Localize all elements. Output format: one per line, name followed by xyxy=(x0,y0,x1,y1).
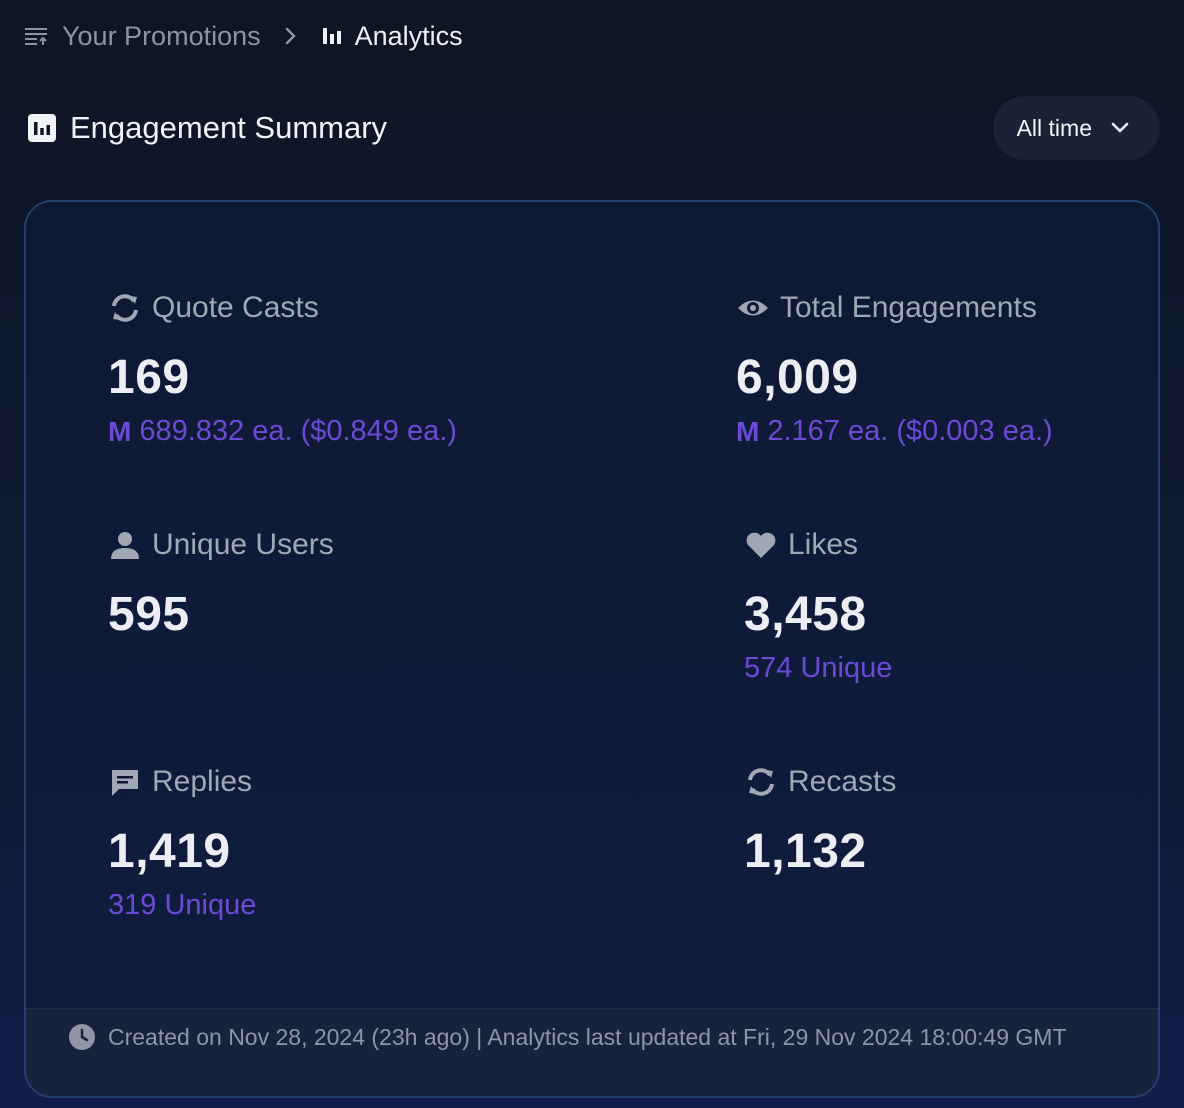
eye-icon xyxy=(736,291,770,325)
heart-icon xyxy=(744,528,778,562)
breadcrumb-current-label: Analytics xyxy=(354,20,463,51)
section-title: Engagement Summary xyxy=(28,110,387,146)
stat-replies: Replies 1,419 319 Unique xyxy=(108,762,256,922)
breadcrumb-your-promotions[interactable]: Your Promotions xyxy=(24,21,261,52)
token-icon: M xyxy=(736,415,760,447)
stat-label: Recasts xyxy=(788,765,897,798)
chevron-down-icon xyxy=(1110,121,1130,135)
list-icon xyxy=(24,25,50,47)
breadcrumb: Your Promotions Analytics xyxy=(24,16,463,56)
stat-likes: Likes 3,458 574 Unique xyxy=(744,525,892,685)
footer-timestamp: Created on Nov 28, 2024 (23h ago) | Anal… xyxy=(108,1024,1067,1050)
chevron-right-icon xyxy=(283,24,299,48)
stat-unique: 574 Unique xyxy=(744,652,893,684)
stat-label: Replies xyxy=(152,765,253,798)
stat-recasts: Recasts 1,132 xyxy=(744,762,896,879)
section-header: Engagement Summary All time xyxy=(28,96,1160,160)
breadcrumb-parent-label: Your Promotions xyxy=(62,20,261,51)
stat-value: 1,419 xyxy=(108,825,231,878)
stat-value: 1,132 xyxy=(744,825,867,878)
section-title-text: Engagement Summary xyxy=(70,110,388,145)
time-range-value: All time xyxy=(1016,114,1092,141)
stat-label: Total Engagements xyxy=(780,291,1037,324)
stat-cost: 689.832 ea. ($0.849 ea.) xyxy=(139,415,457,447)
stat-label: Unique Users xyxy=(152,528,334,561)
time-range-select[interactable]: All time xyxy=(992,96,1160,160)
chat-bubble-icon xyxy=(108,765,142,799)
stat-value: 6,009 xyxy=(736,351,859,404)
refresh-icon xyxy=(744,765,778,799)
stat-value: 169 xyxy=(108,351,190,404)
chart-box-icon xyxy=(28,114,56,142)
stat-label: Likes xyxy=(788,528,859,561)
stat-value: 595 xyxy=(108,588,190,641)
person-icon xyxy=(108,528,142,562)
refresh-icon xyxy=(108,291,142,325)
stat-cost: 2.167 ea. ($0.003 ea.) xyxy=(767,415,1053,447)
stat-unique-users: Unique Users 595 xyxy=(108,525,334,642)
stat-value: 3,458 xyxy=(744,588,867,641)
token-icon: M xyxy=(108,415,132,447)
breadcrumb-analytics: Analytics xyxy=(321,21,463,52)
engagement-summary-card: Quote Casts 169 M 689.832 ea. ($0.849 ea… xyxy=(24,200,1160,1098)
stat-label: Quote Casts xyxy=(152,291,319,324)
stat-quote-casts: Quote Casts 169 M 689.832 ea. ($0.849 ea… xyxy=(108,288,457,448)
bar-chart-icon xyxy=(321,25,343,47)
card-footer: Created on Nov 28, 2024 (23h ago) | Anal… xyxy=(26,1008,1158,1096)
stat-unique: 319 Unique xyxy=(108,889,257,921)
stat-total-engagements: Total Engagements 6,009 M 2.167 ea. ($0.… xyxy=(736,288,1053,448)
clock-icon xyxy=(68,1023,96,1051)
